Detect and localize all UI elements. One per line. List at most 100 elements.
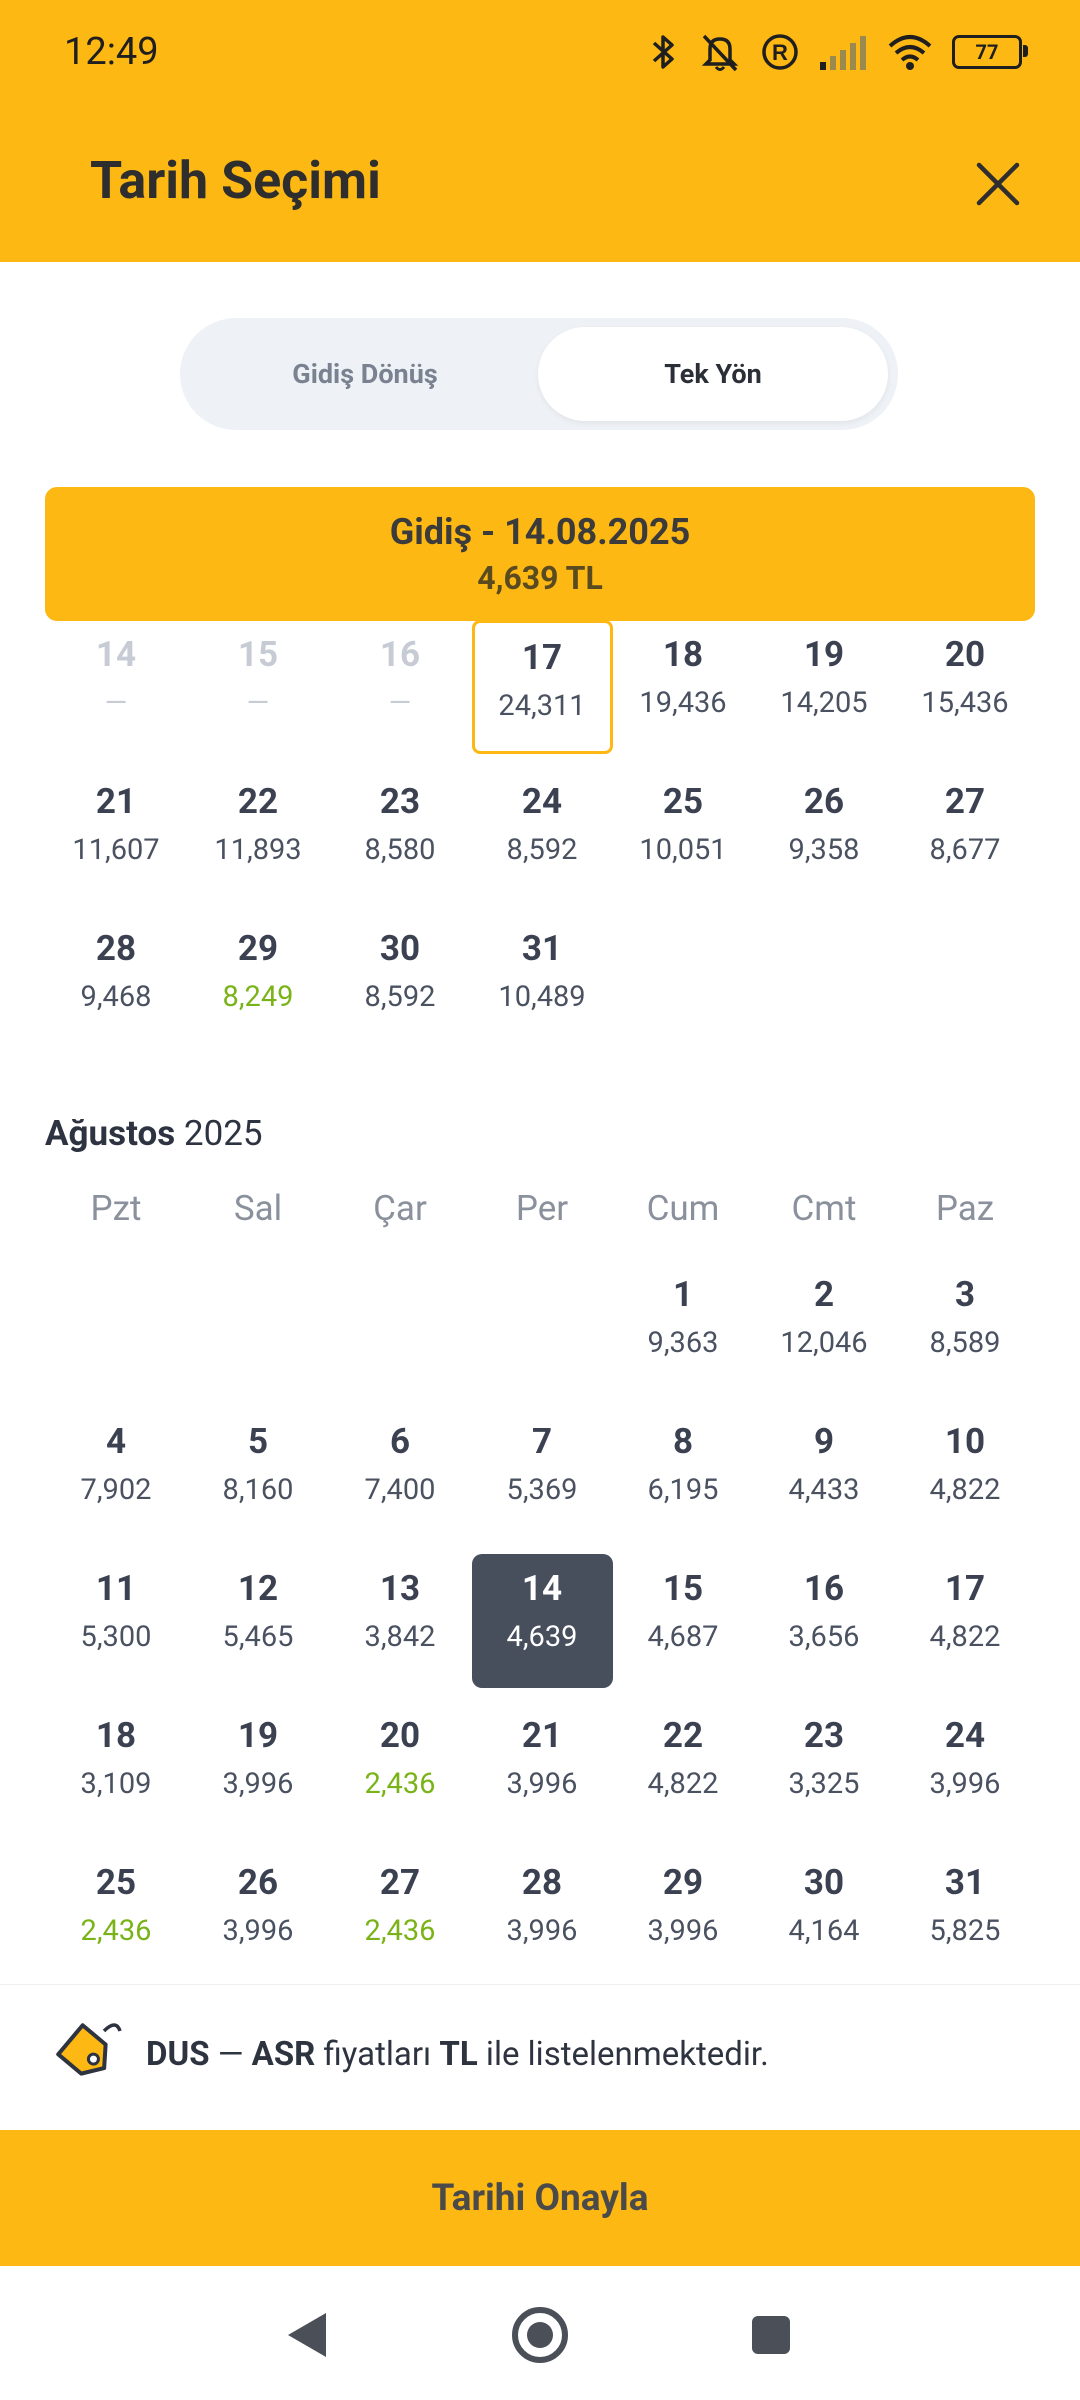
day-price: 8,589 [929, 1326, 1001, 1360]
calendar-day[interactable]: 6 7,400 [330, 1407, 471, 1541]
calendar-day-selected[interactable]: 14 4,639 [471, 1554, 613, 1688]
calendar-day[interactable]: 7 5,369 [472, 1407, 613, 1541]
close-button[interactable] [966, 152, 1030, 216]
calendar-day[interactable]: 1 9,363 [613, 1260, 754, 1394]
calendar-day[interactable]: 24 3,996 [895, 1701, 1036, 1835]
registered-icon: R [760, 32, 800, 72]
day-price: 9,468 [80, 980, 152, 1014]
calendar-day[interactable]: 3 8,589 [895, 1260, 1036, 1394]
recents-button[interactable] [738, 2302, 804, 2368]
calendar-day[interactable]: 27 2,436 [330, 1848, 471, 1982]
day-price: 3,109 [80, 1767, 152, 1801]
calendar-day[interactable]: 31 5,825 [895, 1848, 1036, 1982]
day-price: 5,369 [506, 1473, 578, 1507]
day-number: 28 [95, 928, 137, 969]
calendar-day[interactable]: 22 4,822 [613, 1701, 754, 1835]
day-price: 4,822 [929, 1620, 1001, 1654]
price-tag-icon [44, 2011, 126, 2097]
calendar-day[interactable]: 28 3,996 [472, 1848, 613, 1982]
calendar-day[interactable]: 20 2,436 [330, 1701, 471, 1835]
home-button[interactable] [507, 2302, 573, 2368]
calendar-day[interactable]: 25 2,436 [46, 1848, 187, 1982]
calendar-day[interactable]: 5 8,160 [188, 1407, 329, 1541]
calendar-day[interactable]: 16 3,656 [754, 1554, 895, 1688]
day-number: 27 [379, 1862, 421, 1903]
battery-icon: 77 [952, 35, 1028, 69]
calendar-day[interactable]: 8 6,195 [613, 1407, 754, 1541]
day-price: 12,046 [780, 1326, 868, 1360]
confirm-date-button[interactable]: Tarihi Onayla [0, 2130, 1080, 2266]
calendar-day[interactable]: 26 3,996 [188, 1848, 329, 1982]
day-price: 7,400 [364, 1473, 436, 1507]
day-number: 19 [803, 634, 845, 675]
calendar-day[interactable]: 22 11,893 [188, 767, 329, 901]
day-price: — [104, 686, 128, 720]
day-number: 26 [803, 781, 845, 822]
day-number: 31 [521, 928, 563, 969]
day-price: 14,205 [780, 686, 868, 720]
calendar-day[interactable]: 10 4,822 [895, 1407, 1036, 1541]
calendar-day[interactable]: 17 24,311 [471, 620, 613, 754]
day-number: 21 [95, 781, 137, 822]
calendar-day[interactable]: 2 12,046 [754, 1260, 895, 1394]
day-number: 30 [379, 928, 421, 969]
calendar-day[interactable]: 12 5,465 [188, 1554, 329, 1688]
calendar-day[interactable]: 17 4,822 [895, 1554, 1036, 1688]
day-number: 30 [803, 1862, 845, 1903]
bluetooth-icon [648, 32, 680, 72]
day-price: 5,465 [222, 1620, 294, 1654]
day-number: 12 [237, 1568, 279, 1609]
calendar-day[interactable]: 11 5,300 [46, 1554, 187, 1688]
calendar-day[interactable]: 19 14,205 [754, 620, 895, 754]
calendar-day[interactable]: 9 4,433 [754, 1407, 895, 1541]
calendar-day[interactable]: 29 3,996 [613, 1848, 754, 1982]
calendar-day[interactable]: 18 19,436 [613, 620, 754, 754]
day-price: 5,300 [80, 1620, 152, 1654]
selected-date-label: Gidiş - 14.08.2025 [389, 511, 691, 553]
calendar-day[interactable]: 26 9,358 [754, 767, 895, 901]
calendar-day[interactable]: 29 8,249 [188, 914, 329, 1048]
day-price: 7,902 [80, 1473, 152, 1507]
day-price: 10,489 [498, 980, 586, 1014]
calendar-day[interactable]: 31 10,489 [472, 914, 613, 1048]
page-title: Tarih Seçimi [90, 150, 381, 211]
day-number: 27 [944, 781, 986, 822]
calendar-day[interactable]: 18 3,109 [46, 1701, 187, 1835]
calendar-day[interactable]: 23 3,325 [754, 1701, 895, 1835]
calendar-day[interactable]: 23 8,580 [330, 767, 471, 901]
calendar-day[interactable]: 21 11,607 [46, 767, 187, 901]
calendar-day[interactable]: 13 3,842 [330, 1554, 471, 1688]
calendar-day[interactable]: 28 9,468 [46, 914, 187, 1048]
back-icon [288, 2313, 326, 2357]
signal-icon [818, 32, 868, 72]
home-icon [512, 2307, 568, 2363]
one-way-option[interactable]: Tek Yön [538, 327, 888, 421]
calendar-day: 15 — [188, 620, 329, 754]
back-button[interactable] [274, 2302, 340, 2368]
day-price: 3,996 [929, 1767, 1001, 1801]
calendar-day[interactable]: 21 3,996 [472, 1701, 613, 1835]
day-price: 4,822 [929, 1473, 1001, 1507]
day-number: 24 [521, 781, 563, 822]
day-number: 6 [389, 1421, 411, 1462]
day-price: 8,592 [506, 833, 578, 867]
close-icon [976, 162, 1020, 206]
calendar-day[interactable]: 27 8,677 [895, 767, 1036, 901]
calendar-day: 16 — [330, 620, 471, 754]
calendar-day[interactable]: 19 3,996 [188, 1701, 329, 1835]
day-number: 7 [531, 1421, 553, 1462]
calendar-day[interactable]: 15 4,687 [613, 1554, 754, 1688]
calendar-day[interactable]: 30 4,164 [754, 1848, 895, 1982]
day-number: 17 [521, 637, 563, 678]
calendar-day[interactable]: 4 7,902 [46, 1407, 187, 1541]
calendar-day[interactable]: 25 10,051 [613, 767, 754, 901]
calendar-day[interactable]: 30 8,592 [330, 914, 471, 1048]
day-price: — [246, 686, 270, 720]
day-price: 6,195 [647, 1473, 719, 1507]
day-price: 11,893 [214, 833, 302, 867]
round-trip-option[interactable]: Gidiş Dönüş [292, 358, 438, 390]
calendar-day[interactable]: 24 8,592 [472, 767, 613, 901]
day-price: 10,051 [639, 833, 727, 867]
status-icons: R 77 [648, 28, 1028, 76]
calendar-day[interactable]: 20 15,436 [895, 620, 1036, 754]
